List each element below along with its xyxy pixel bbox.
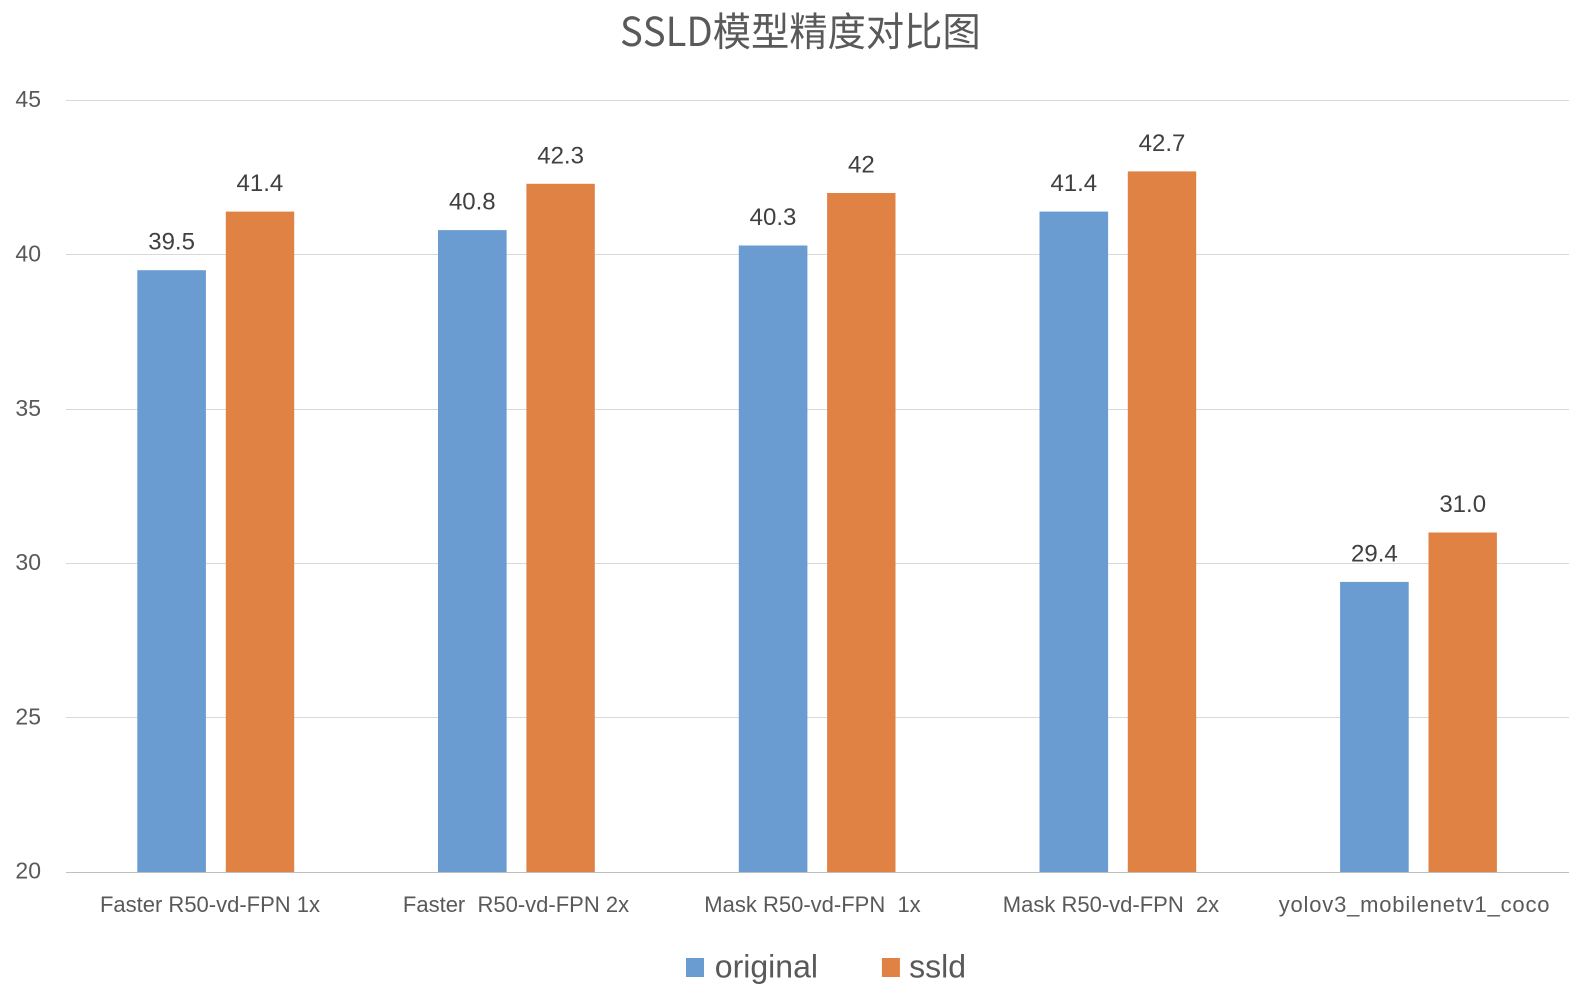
svg-text:40.8: 40.8 [449, 189, 496, 216]
svg-text:40: 40 [15, 241, 41, 267]
svg-text:40.3: 40.3 [750, 204, 797, 231]
svg-text:original: original [715, 949, 818, 985]
svg-text:42.3: 42.3 [537, 142, 584, 169]
svg-text:31.0: 31.0 [1439, 491, 1486, 518]
svg-text:ssld: ssld [909, 949, 966, 985]
svg-text:20: 20 [15, 858, 41, 884]
svg-text:30: 30 [15, 549, 41, 575]
svg-text:41.4: 41.4 [237, 170, 284, 197]
svg-text:45: 45 [15, 86, 41, 112]
svg-text:Faster R50-vd-FPN 1x: Faster R50-vd-FPN 1x [100, 892, 320, 917]
svg-text:39.5: 39.5 [148, 229, 195, 256]
svg-text:42.7: 42.7 [1139, 130, 1186, 157]
svg-text:42: 42 [848, 152, 875, 179]
svg-text:25: 25 [15, 703, 41, 729]
svg-text:yolov3_mobilenetv1_coco: yolov3_mobilenetv1_coco [1279, 892, 1551, 917]
svg-text:29.4: 29.4 [1351, 540, 1398, 567]
svg-text:Mask R50-vd-FPN 2x: Mask R50-vd-FPN 2x [1003, 892, 1219, 917]
svg-text:35: 35 [15, 395, 41, 421]
svg-text:Faster R50-vd-FPN 2x: Faster R50-vd-FPN 2x [403, 892, 629, 917]
svg-text:Mask R50-vd-FPN 1x: Mask R50-vd-FPN 1x [704, 892, 920, 917]
svg-text:41.4: 41.4 [1050, 170, 1097, 197]
